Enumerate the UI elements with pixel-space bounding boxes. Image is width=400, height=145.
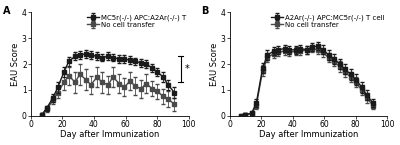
Y-axis label: EAU Score: EAU Score bbox=[210, 42, 219, 86]
Legend: MC5r(-/-) APC:A2Ar(-/-) T, No cell transfer: MC5r(-/-) APC:A2Ar(-/-) T, No cell trans… bbox=[86, 14, 187, 29]
Legend: A2Ar(-/-) APC:MC5r(-/-) T cell, No cell transfer: A2Ar(-/-) APC:MC5r(-/-) T cell, No cell … bbox=[270, 14, 386, 29]
Text: A: A bbox=[2, 6, 10, 16]
Y-axis label: EAU Score: EAU Score bbox=[12, 42, 20, 86]
X-axis label: Day after Immunization: Day after Immunization bbox=[60, 130, 160, 139]
X-axis label: Day after Immunization: Day after Immunization bbox=[259, 130, 358, 139]
Text: B: B bbox=[201, 6, 208, 16]
Text: *: * bbox=[185, 64, 189, 74]
